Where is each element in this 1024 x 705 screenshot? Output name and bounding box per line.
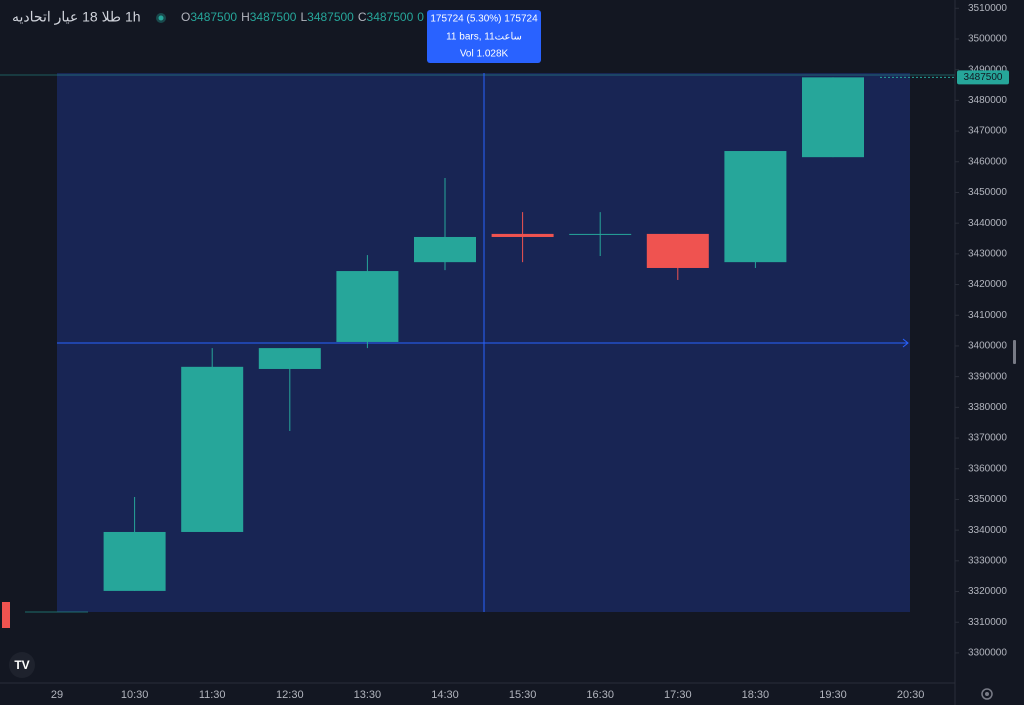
x-tick-label: 13:30 xyxy=(354,689,382,701)
x-tick-label: 29 xyxy=(51,689,63,701)
svg-text:TV: TV xyxy=(14,658,29,672)
y-tick-label: 3380000 xyxy=(968,402,1007,413)
tooltip-volume: Vol 1.028K xyxy=(460,49,509,60)
y-tick-label: 3400000 xyxy=(968,341,1007,352)
ohlc-value: 3487500 xyxy=(190,10,237,24)
y-tick-label: 3300000 xyxy=(968,648,1007,659)
candle-body xyxy=(414,236,476,263)
ohlc-label: L xyxy=(300,10,307,24)
y-tick-label: 3350000 xyxy=(968,494,1007,505)
x-tick-label: 16:30 xyxy=(586,689,614,701)
candle-body xyxy=(103,531,166,591)
ohlc-label: C xyxy=(358,10,367,24)
y-tick-label: 3490000 xyxy=(968,64,1007,75)
candle-body xyxy=(258,348,321,369)
header: طلا 18 عیار اتحادیه 1h O 3487500 H 3487500 L… xyxy=(12,9,469,26)
x-tick-label: 17:30 xyxy=(664,689,692,701)
y-tick-label: 3360000 xyxy=(968,463,1007,474)
y-tick-label: 3440000 xyxy=(968,218,1007,229)
y-tick-label: 3510000 xyxy=(968,3,1007,14)
y-tick-label: 3420000 xyxy=(968,279,1007,290)
ohlc-value: 3487500 xyxy=(367,10,414,24)
last-price-box xyxy=(957,70,1009,85)
y-tick-label: 3410000 xyxy=(968,310,1007,321)
resize-handle[interactable] xyxy=(1013,340,1016,364)
y-tick-label: 3480000 xyxy=(968,95,1007,106)
y-tick-label: 3500000 xyxy=(968,34,1007,45)
x-tick-label: 10:30 xyxy=(121,689,149,701)
x-tick-label: 14:30 xyxy=(431,689,459,701)
y-tick-label: 3340000 xyxy=(968,525,1007,536)
x-tick-label: 11:30 xyxy=(199,689,226,701)
last-price-label: 3487500 xyxy=(964,72,1003,83)
symbol-title: طلا 18 عیار اتحادیه xyxy=(12,9,121,26)
interval: 1h xyxy=(125,9,141,25)
y-tick-label: 3310000 xyxy=(968,617,1007,628)
candles xyxy=(103,77,864,591)
tooltip-change: 175724 (5.30%) 175724 xyxy=(430,14,538,25)
y-tick-label: 3430000 xyxy=(968,249,1007,260)
tv-logo: TV xyxy=(9,652,35,678)
candle-body xyxy=(646,233,709,268)
y-tick-label: 3390000 xyxy=(968,371,1007,382)
candle-body xyxy=(724,151,787,263)
partial-candle xyxy=(2,602,10,628)
y-tick-label: 3470000 xyxy=(968,126,1007,137)
candle-body xyxy=(569,233,632,235)
measure-tooltip xyxy=(427,10,541,63)
arrow-head xyxy=(902,338,909,348)
x-tick-label: 20:30 xyxy=(897,689,925,701)
candle-body xyxy=(802,77,864,158)
ohlc-label: H xyxy=(241,10,250,24)
y-tick-label: 3370000 xyxy=(968,433,1007,444)
y-tick-label: 3320000 xyxy=(968,586,1007,597)
ohlc-value: 3487500 xyxy=(250,10,297,24)
settings-icon[interactable] xyxy=(981,688,993,700)
x-tick-label: 19:30 xyxy=(819,689,847,701)
y-tick-label: 3460000 xyxy=(968,156,1007,167)
candle-body xyxy=(336,271,399,342)
ohlc-label: O xyxy=(181,10,190,24)
candle-body xyxy=(181,366,244,532)
y-tick-label: 3330000 xyxy=(968,555,1007,566)
x-tick-label: 15:30 xyxy=(509,689,537,701)
y-tick-label: 3450000 xyxy=(968,187,1007,198)
tooltip-bars: 11 bars, 11ساعت xyxy=(446,32,522,43)
x-tick-label: 12:30 xyxy=(276,689,304,701)
x-tick-label: 18:30 xyxy=(742,689,770,701)
ohlc-value: 3487500 xyxy=(307,10,354,24)
status-dot xyxy=(158,15,164,21)
candle-body xyxy=(491,233,554,237)
